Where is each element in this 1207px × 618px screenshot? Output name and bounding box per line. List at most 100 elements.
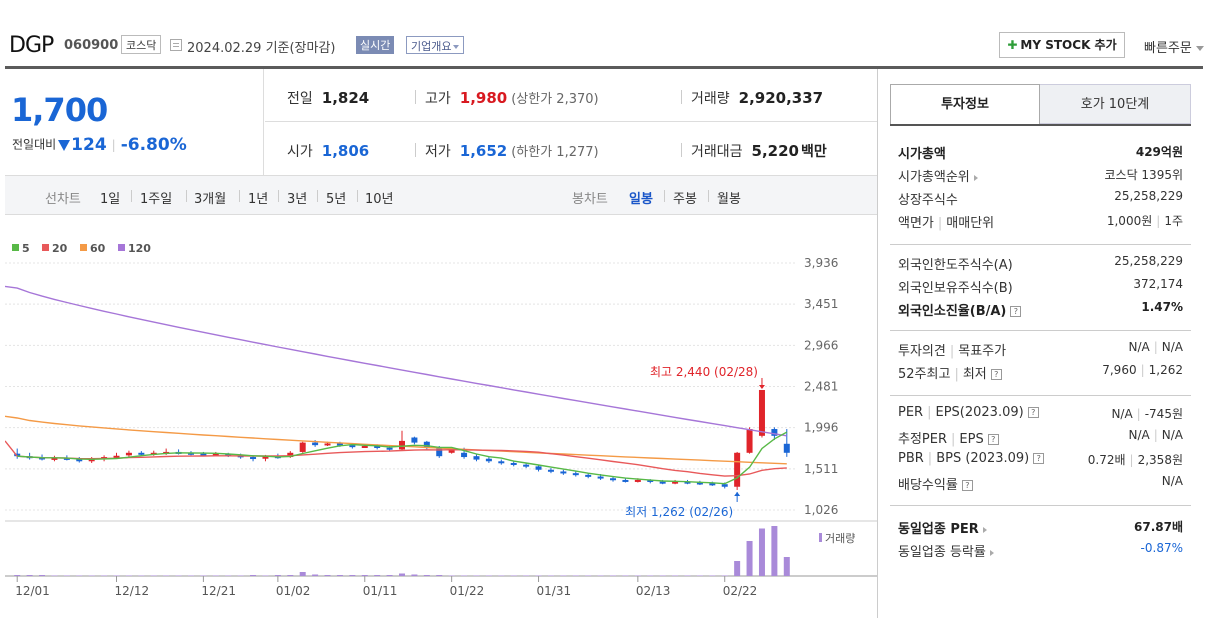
volume-bar	[101, 575, 108, 576]
period-3m[interactable]: 3개월	[194, 192, 227, 207]
price-change: 전일대비 124 | -6.80%	[12, 135, 187, 155]
tab-investment-info[interactable]: 투자정보	[890, 84, 1040, 124]
candle-body	[386, 447, 393, 450]
volume-bar	[312, 574, 319, 576]
help-icon[interactable]: ?	[990, 369, 1002, 380]
period-1d[interactable]: 1일	[100, 192, 121, 207]
tab-orderbook-10[interactable]: 호가 10단계	[1040, 84, 1191, 124]
candle-body	[547, 469, 554, 472]
info-value: 429억원	[1135, 145, 1183, 159]
info-value: 7,960 | 1,262	[1102, 363, 1183, 377]
candle-body	[734, 452, 741, 487]
candle-body	[622, 479, 629, 482]
chevron-right-icon	[982, 526, 987, 533]
chevron-down-icon	[453, 45, 460, 49]
help-icon[interactable]: ?	[961, 480, 973, 491]
y-tick-label: 1,026	[804, 503, 838, 517]
candle-body	[361, 446, 368, 449]
period-1y[interactable]: 1년	[248, 192, 269, 207]
candle-body	[262, 456, 269, 459]
info-key[interactable]: 동일업종 PER	[898, 518, 987, 537]
help-icon[interactable]: ?	[1027, 407, 1039, 418]
info-key[interactable]: 시가총액순위	[898, 166, 978, 185]
price-chart[interactable]: 5 20 60 120 3,936 3,451 2,966 2,481 1,996 1,511 1,…	[5, 216, 877, 618]
candle-body	[436, 447, 443, 457]
candle-body	[63, 457, 70, 460]
plus-icon: ✚	[1007, 38, 1018, 52]
volume-bar	[150, 575, 157, 576]
quote-row: 시가 1,806 저가 1,652 (하한가 1,277) 거래대금 5,220 백만	[265, 122, 877, 175]
info-value: 372,174	[1133, 277, 1183, 291]
legend-label: 120	[128, 242, 151, 255]
quick-order-dropdown[interactable]: 빠른주문	[1144, 37, 1204, 56]
candle-body	[138, 452, 145, 455]
quick-order-label: 빠른주문	[1144, 41, 1192, 56]
volume-bar	[721, 575, 728, 576]
candle-body	[448, 449, 455, 453]
candle-body	[76, 459, 83, 462]
group-divider	[890, 505, 1191, 506]
change-label: 전일대비	[12, 137, 57, 152]
candle-daily[interactable]: 일봉	[629, 192, 653, 207]
info-group: PER | EPS(2023.09)? N/A | -745원 추정PER | EPS? N/A |…	[890, 402, 1191, 494]
info-row: PBR | BPS (2023.09)? 0.72배 | 2,358원	[890, 448, 1191, 471]
help-icon[interactable]: ?	[1033, 453, 1045, 464]
candle-weekly[interactable]: 주봉	[673, 192, 697, 207]
low-price: 저가 1,652 (하한가 1,277)	[425, 142, 599, 160]
volume-bar	[448, 575, 455, 576]
candle-body	[336, 443, 343, 446]
help-icon[interactable]: ?	[1010, 306, 1022, 317]
candle-body	[721, 484, 728, 487]
chart-period-bar: 선차트 1일 1주일 3개월 1년 3년 5년 10년 봉차트 일봉 주봉 월봉	[5, 175, 877, 215]
info-row: 동일업종 PER 67.87배	[890, 515, 1191, 538]
candle-body	[212, 453, 219, 456]
realtime-button[interactable]: 실시간	[356, 36, 395, 54]
info-key: 외국인소진율(B/A)?	[898, 300, 1022, 319]
period-1w[interactable]: 1주일	[140, 192, 173, 207]
volume-bar	[113, 575, 120, 576]
candle-body	[423, 441, 430, 448]
volume-bar	[597, 575, 604, 576]
volume-bar	[461, 575, 468, 576]
candlestick-chart-svg[interactable]: 5 20 60 120 3,936 3,451 2,966 2,481 1,996 1,511 1,…	[5, 216, 877, 618]
candle-body	[523, 464, 530, 467]
corp-info-dropdown[interactable]: 기업개요	[406, 36, 465, 54]
trade-amount: 거래대금 5,220 백만	[691, 142, 827, 160]
y-tick-label: 1,996	[804, 421, 838, 435]
candle-body	[535, 466, 542, 470]
candle-body	[783, 443, 790, 453]
candle-body	[672, 481, 679, 484]
volume-bar	[535, 575, 542, 576]
info-key[interactable]: 동일업종 등락률	[898, 541, 994, 560]
info-row: PER | EPS(2023.09)? N/A | -745원	[890, 402, 1191, 425]
x-tick-label: 12/12	[115, 584, 150, 598]
volume-bar	[510, 575, 517, 576]
info-value: N/A | N/A	[1128, 340, 1183, 354]
add-my-stock-button[interactable]: ✚ MY STOCK 추가	[999, 32, 1125, 58]
volume-bar	[237, 575, 244, 576]
period-10y[interactable]: 10년	[365, 192, 394, 207]
volume-bar	[473, 575, 480, 576]
volume-bar	[88, 575, 95, 576]
change-percent: -6.80%	[120, 135, 187, 155]
candle-body	[597, 476, 604, 479]
info-row: 배당수익률? N/A	[890, 471, 1191, 494]
info-key: PER | EPS(2023.09)?	[898, 405, 1039, 420]
period-3y[interactable]: 3년	[287, 192, 308, 207]
candle-body	[510, 462, 517, 465]
quote-table: 전일 1,824 고가 1,980 (상한가 2,370) 거래량 2,920,337 …	[265, 69, 877, 175]
group-divider	[890, 395, 1191, 396]
period-5y[interactable]: 5년	[326, 192, 347, 207]
market-badge: 코스닥	[121, 35, 162, 54]
help-icon[interactable]: ?	[987, 434, 999, 445]
candle-body	[585, 474, 592, 477]
candle-monthly[interactable]: 월봉	[717, 192, 741, 207]
info-row: 액면가 | 매매단위 1,000원 | 1주	[890, 209, 1191, 232]
candle-body	[461, 452, 468, 458]
volume-bar	[125, 575, 132, 576]
info-key: PBR | BPS (2023.09)?	[898, 451, 1045, 466]
volume-bar	[411, 574, 418, 576]
candle-body	[187, 452, 194, 455]
candle-body	[771, 429, 778, 436]
volume-bar	[647, 575, 654, 576]
